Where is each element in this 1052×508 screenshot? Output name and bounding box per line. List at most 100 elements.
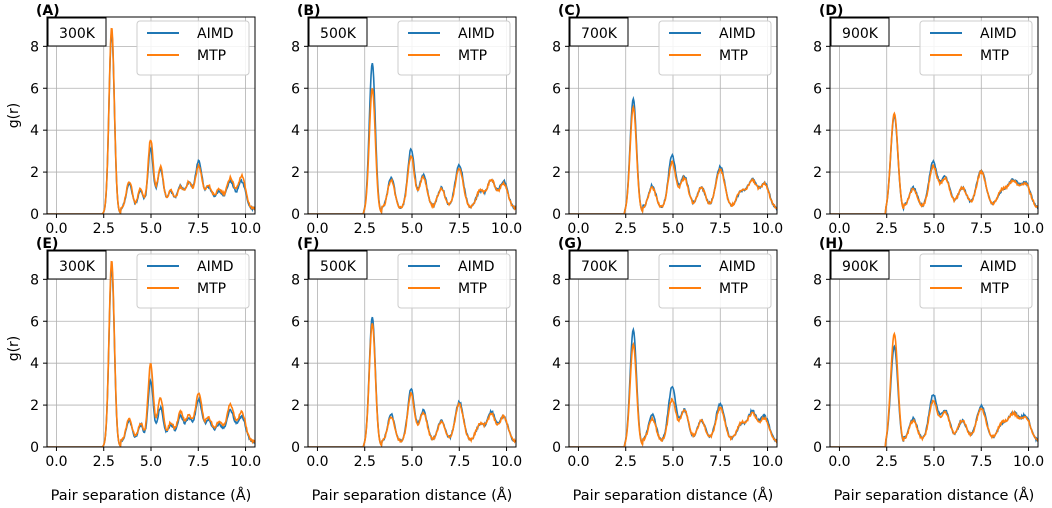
x-tick-label: 2.5 xyxy=(876,454,898,470)
y-tick-label: 2 xyxy=(552,165,561,181)
legend-label-aimd: AIMD xyxy=(980,26,1017,42)
y-tick-label: 0 xyxy=(291,440,300,456)
series-line-mtp xyxy=(830,331,1038,447)
y-tick-label: 8 xyxy=(552,272,561,288)
legend-label-aimd: AIMD xyxy=(197,26,234,42)
x-tick-label: 10.0 xyxy=(491,221,522,237)
x-tick-label: 5.0 xyxy=(401,221,423,237)
x-tick-label: 10.0 xyxy=(491,454,522,470)
x-tick-label: 5.0 xyxy=(923,454,945,470)
temperature-label-box: 500K xyxy=(308,17,368,47)
y-tick-label: 0 xyxy=(813,440,822,456)
legend-label-mtp: MTP xyxy=(197,48,226,64)
x-axis-label: Pair separation distance (Å) xyxy=(573,487,774,504)
temperature-box-frame xyxy=(569,17,629,47)
x-tick-label: 7.5 xyxy=(709,454,731,470)
panel-label: (C) xyxy=(558,3,581,19)
legend-label-mtp: MTP xyxy=(719,48,748,64)
x-tick-label: 7.5 xyxy=(187,454,209,470)
panel-g: 0.0 2.5 5.0 7.5 10.0 0 2 4 6 8 (G) 700K AIMD MTP Pair … xyxy=(552,236,783,504)
legend-label-mtp: MTP xyxy=(980,281,1009,297)
x-tick-label: 0.0 xyxy=(45,454,67,470)
y-tick-label: 8 xyxy=(552,39,561,55)
panel-e: 0.0 2.5 5.0 7.5 10.0 0 2 4 6 8 (E)300K AIMD MTP g(r) P… xyxy=(6,236,261,504)
y-tick-label: 8 xyxy=(813,272,822,288)
y-tick-label: 0 xyxy=(30,207,39,223)
temperature-label: 700K xyxy=(581,259,618,275)
legend: AIMD MTP xyxy=(919,20,1033,76)
legend-frame xyxy=(919,253,1033,309)
legend-frame xyxy=(136,253,250,309)
y-tick-label: 2 xyxy=(30,165,39,181)
x-tick-label: 5.0 xyxy=(401,454,423,470)
temperature-label: 500K xyxy=(320,259,357,275)
legend-frame xyxy=(397,20,511,76)
legend-label-aimd: AIMD xyxy=(197,259,234,275)
temperature-label-box: 500K xyxy=(308,250,368,280)
x-tick-label: 2.5 xyxy=(93,454,115,470)
series-line-mtp xyxy=(47,260,255,447)
y-tick-label: 4 xyxy=(552,356,561,372)
temperature-box-frame xyxy=(308,17,368,47)
y-axis-label: g(r) xyxy=(6,103,22,129)
y-tick-label: 4 xyxy=(30,356,39,372)
temperature-box-frame xyxy=(830,250,890,280)
panel-b: 0.0 2.5 5.0 7.5 10.0 0 2 4 6 8 (B)500K AIMD MTP xyxy=(291,3,522,237)
x-tick-label: 2.5 xyxy=(354,454,376,470)
legend-label-aimd: AIMD xyxy=(980,259,1017,275)
legend-frame xyxy=(136,20,250,76)
y-tick-label: 4 xyxy=(291,356,300,372)
legend-label-mtp: MTP xyxy=(719,281,748,297)
legend-label-aimd: AIMD xyxy=(719,26,756,42)
y-tick-label: 0 xyxy=(552,207,561,223)
y-tick-label: 4 xyxy=(813,356,822,372)
x-tick-label: 0.0 xyxy=(306,454,328,470)
temperature-label-box: 900K xyxy=(830,17,890,47)
y-tick-label: 6 xyxy=(813,81,822,97)
x-tick-label: 2.5 xyxy=(93,221,115,237)
series-line-aimd xyxy=(47,267,255,447)
temperature-label-box: 300K xyxy=(47,250,107,280)
y-axis-label: g(r) xyxy=(6,336,22,362)
temperature-label: 700K xyxy=(581,26,618,42)
temperature-box-frame xyxy=(47,250,107,280)
legend-frame xyxy=(919,20,1033,76)
series-line-aimd xyxy=(47,32,255,214)
x-tick-label: 10.0 xyxy=(230,454,261,470)
x-tick-label: 0.0 xyxy=(306,221,328,237)
temperature-label: 900K xyxy=(842,26,879,42)
legend: AIMD MTP xyxy=(136,20,250,76)
x-tick-label: 10.0 xyxy=(1013,221,1044,237)
legend-label-mtp: MTP xyxy=(458,48,487,64)
y-tick-label: 6 xyxy=(291,81,300,97)
panel-label: (F) xyxy=(297,236,319,252)
legend-frame xyxy=(397,253,511,309)
x-tick-label: 0.0 xyxy=(45,221,67,237)
legend-label-aimd: AIMD xyxy=(719,259,756,275)
y-tick-label: 0 xyxy=(813,207,822,223)
panel-label: (E) xyxy=(36,236,58,252)
y-tick-label: 8 xyxy=(291,39,300,55)
y-tick-label: 6 xyxy=(552,314,561,330)
x-tick-label: 5.0 xyxy=(662,454,684,470)
y-tick-label: 4 xyxy=(813,123,822,139)
x-tick-label: 7.5 xyxy=(448,454,470,470)
x-tick-label: 2.5 xyxy=(876,221,898,237)
series-line-mtp xyxy=(308,88,516,214)
panel-c: 0.0 2.5 5.0 7.5 10.0 0 2 4 6 8 (C)700K AIMD MTP xyxy=(552,3,783,237)
legend-label-aimd: AIMD xyxy=(458,26,495,42)
x-tick-label: 5.0 xyxy=(923,221,945,237)
temperature-label-box: 700K xyxy=(569,250,629,280)
y-tick-label: 6 xyxy=(30,314,39,330)
legend-label-mtp: MTP xyxy=(980,48,1009,64)
legend: AIMD MTP xyxy=(136,253,250,309)
x-tick-label: 0.0 xyxy=(828,221,850,237)
x-tick-label: 5.0 xyxy=(140,221,162,237)
x-axis-label: Pair separation distance (Å) xyxy=(51,487,252,504)
x-tick-label: 10.0 xyxy=(230,221,261,237)
x-tick-label: 5.0 xyxy=(662,221,684,237)
x-tick-label: 10.0 xyxy=(752,221,783,237)
legend-label-mtp: MTP xyxy=(197,281,226,297)
